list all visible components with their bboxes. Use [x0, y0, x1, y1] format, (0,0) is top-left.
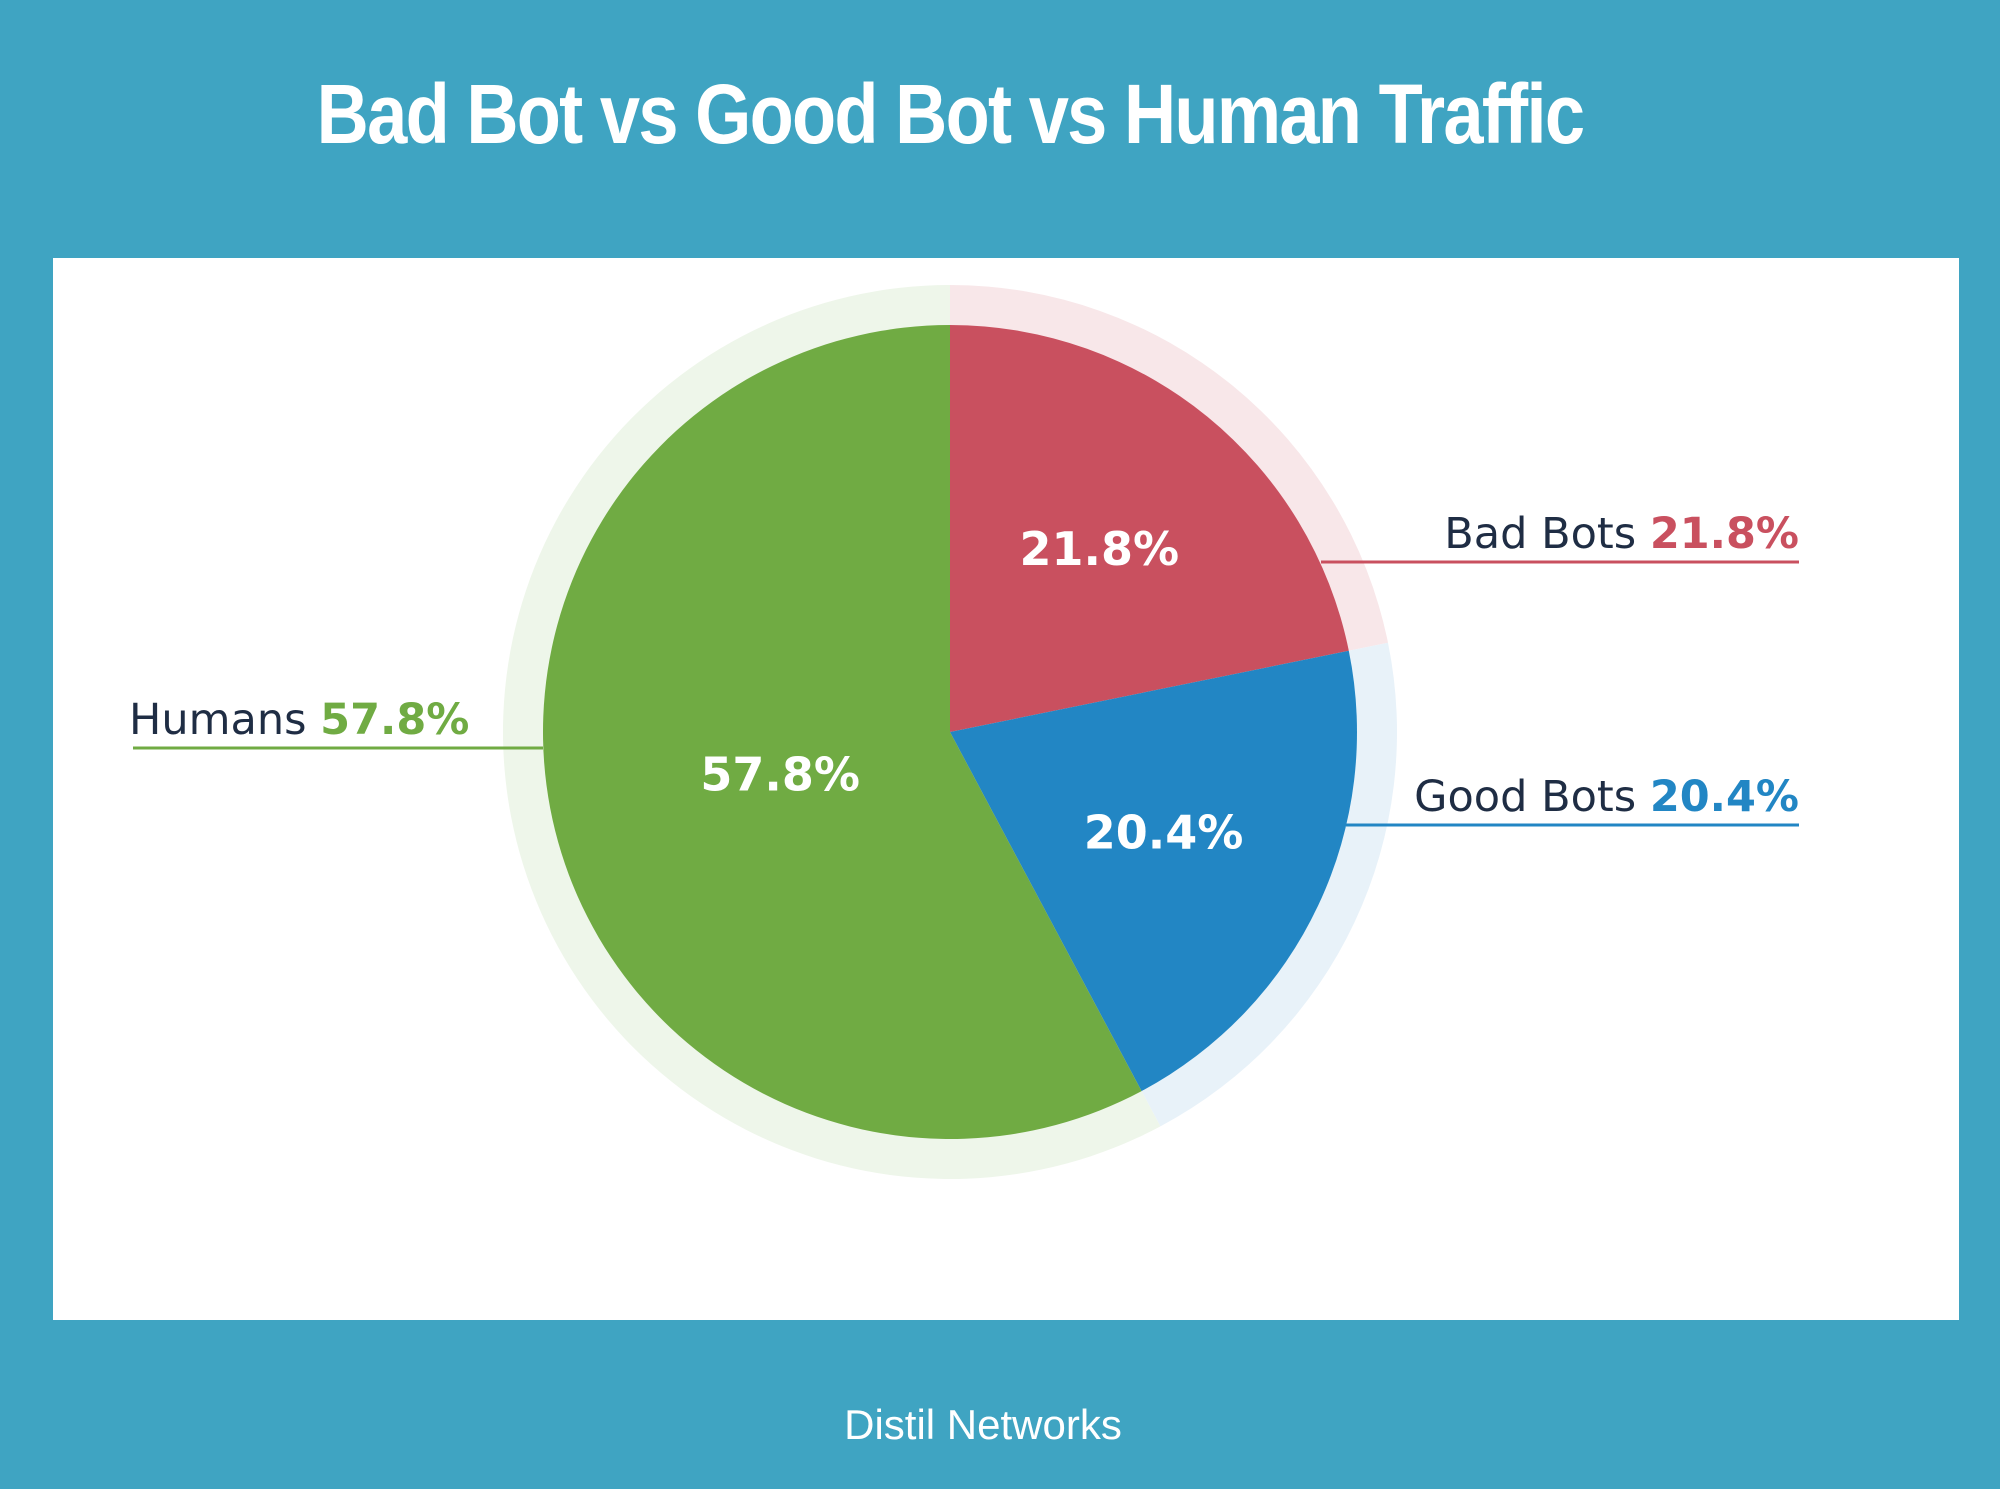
- chart-panel: 21.8% 20.4% 57.8% Bad Bots 21.8% Good Bots …: [53, 258, 1959, 1320]
- legend-name-bad-bots: Bad Bots: [1444, 509, 1650, 559]
- legend-entry-good-bots: Good Bots 20.4%: [1414, 772, 1799, 822]
- legend-name-humans: Humans: [129, 695, 320, 745]
- legend-entry-bad-bots: Bad Bots 21.8%: [1444, 509, 1799, 559]
- pie-slice-good-bots: [950, 650, 1357, 1092]
- slice-label-bad-bots: 21.8%: [1020, 522, 1180, 576]
- chart-title: Bad Bot vs Good Bot vs Human Traffic: [316, 67, 1585, 161]
- legend: Bad Bots 21.8% Good Bots 20.4% Humans 57.8…: [129, 509, 1799, 822]
- pie-slice-bad-bots: [950, 325, 1349, 732]
- legend-value-good-bots: 20.4%: [1650, 772, 1799, 822]
- slice-label-humans: 57.8%: [700, 748, 860, 802]
- legend-name-good-bots: Good Bots: [1414, 772, 1650, 822]
- pie-chart: 21.8% 20.4% 57.8% Bad Bots 21.8% Good Bots …: [129, 285, 1799, 1179]
- pie-slices: [542, 325, 1357, 1140]
- source-credit: Distil Networks: [844, 1401, 1122, 1448]
- legend-value-bad-bots: 21.8%: [1650, 509, 1799, 559]
- leader-lines: [133, 560, 1799, 827]
- legend-value-humans: 57.8%: [320, 695, 469, 745]
- slice-label-good-bots: 20.4%: [1084, 806, 1244, 860]
- slice-labels: 21.8% 20.4% 57.8%: [700, 522, 1243, 859]
- pie-slice-humans: [542, 325, 1142, 1140]
- legend-entry-humans: Humans 57.8%: [129, 695, 469, 745]
